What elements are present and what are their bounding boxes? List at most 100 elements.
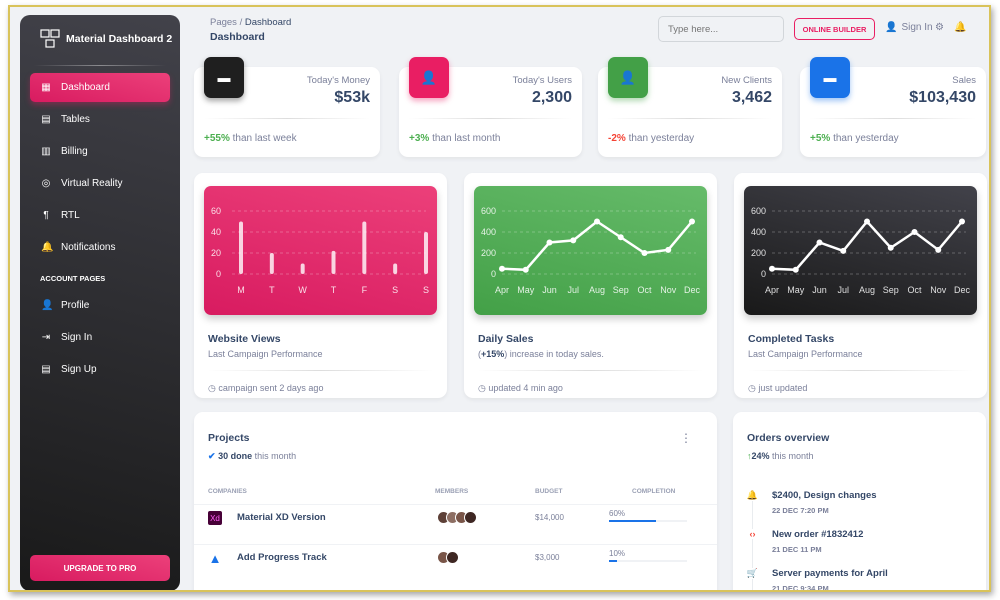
breadcrumb: Pages / Dashboard: [210, 17, 291, 28]
data-point: [959, 218, 965, 225]
x-tick-label: Aug: [859, 285, 875, 295]
breadcrumb-root[interactable]: Pages: [210, 17, 237, 28]
chart-svg: 0 200 400 600 Apr May Jun Jul Aug Sep Oct Nov Dec: [481, 206, 701, 295]
x-tick-label: F: [362, 285, 368, 295]
weekend-icon: ▬: [204, 57, 244, 98]
stat-footer: +5% than yesterday: [810, 133, 899, 144]
sidebar-item-label: RTL: [61, 210, 80, 221]
check-icon: ✔: [208, 451, 216, 461]
divider: [748, 370, 973, 371]
data-point: [522, 266, 529, 273]
sidebar-item-billing[interactable]: ▥ Billing: [30, 137, 170, 166]
settings-icon[interactable]: ⚙: [935, 22, 944, 33]
sidebar-item-sign-up[interactable]: ▤ Sign Up: [30, 355, 170, 384]
bar: [239, 221, 243, 274]
project-budget: $3,000: [535, 553, 560, 562]
clock-icon: ◷: [748, 383, 756, 393]
upgrade-button[interactable]: UPGRADE TO PRO: [30, 555, 170, 581]
stat-footer: +3% than last month: [409, 133, 500, 144]
projects-summary: ✔ 30 done this month: [208, 451, 296, 462]
divider: [204, 118, 370, 119]
sidebar-item-profile[interactable]: 👤 Profile: [30, 291, 170, 320]
timeline-line: [752, 492, 753, 590]
timeline-content: New order #1832412 21 DEC 11 PM: [772, 529, 863, 554]
data-point: [792, 266, 799, 273]
login-icon: ⇥: [41, 332, 51, 343]
sidebar-item-tables[interactable]: ▤ Tables: [30, 105, 170, 134]
online-builder-button[interactable]: ONLINE BUILDER: [794, 18, 875, 40]
sub-prefix: (: [478, 349, 481, 359]
stat-suffix: than yesterday: [625, 133, 695, 144]
row-divider: [194, 544, 717, 545]
divider: [34, 65, 166, 66]
chart-area: 0 200 400 600 Apr May Jun Jul Aug Sep Oct Nov Dec: [744, 186, 977, 315]
data-point: [887, 244, 894, 251]
completion-label: 60%: [609, 509, 626, 518]
timeline-date: 21 DEC 11 PM: [772, 545, 822, 554]
assignment-icon: ▤: [41, 364, 51, 375]
x-tick-label: T: [269, 285, 275, 295]
sidebar-item-label: Sign In: [61, 332, 93, 343]
stat-footer: +55% than last week: [204, 133, 297, 144]
stat-card: ▬ Sales $103,430 +5% than yesterday: [800, 57, 986, 157]
sub-rest: ) increase in today sales.: [504, 349, 604, 359]
sidebar-item-notifications[interactable]: 🔔 Notifications: [30, 233, 170, 262]
search-input[interactable]: [658, 16, 784, 42]
stat-change: +55%: [204, 133, 230, 144]
person-icon: 👤: [885, 22, 898, 33]
data-point: [499, 265, 505, 272]
y-tick-label: 600: [481, 206, 496, 216]
stat-suffix: than last week: [229, 133, 297, 144]
chart-title: Website Views: [208, 333, 281, 345]
notifications-bell-icon[interactable]: 🔔: [954, 22, 967, 33]
sidebar-item-label: Dashboard: [61, 82, 110, 93]
project-name[interactable]: Add Progress Track: [237, 552, 327, 563]
data-point: [570, 237, 577, 244]
x-tick-label: May: [517, 285, 535, 295]
data-point: [641, 250, 648, 256]
x-tick-label: S: [423, 285, 429, 295]
sidebar-item-rtl[interactable]: ¶ RTL: [30, 201, 170, 230]
x-tick-label: Jun: [812, 285, 827, 295]
stat-value: 3,462: [731, 89, 772, 106]
chart-area: 0 200 400 600 Apr May Jun Jul Aug Sep Oct Nov Dec: [474, 186, 707, 315]
sidebar-item-label: Sign Up: [61, 364, 97, 375]
col-companies: COMPANIES: [208, 488, 247, 495]
sign-in-link[interactable]: 👤 Sign In: [885, 22, 933, 33]
chart-subtitle: (+15%) increase in today sales.: [478, 349, 604, 359]
chart-card-0: 0 20 40 60 M T W T F S S Website Views Last Campaig…: [194, 173, 447, 398]
breadcrumb-separator: /: [239, 17, 243, 28]
more-vert-icon[interactable]: ⋮: [680, 431, 692, 445]
page-title: Dashboard: [210, 31, 265, 43]
sidebar-item-virtual-reality[interactable]: ◎ Virtual Reality: [30, 169, 170, 198]
cart-icon: 🛒: [746, 568, 759, 579]
y-tick-label: 0: [216, 269, 221, 279]
stat-label: Today's Users: [512, 75, 572, 86]
stat-value: $53k: [334, 89, 370, 106]
project-budget: $14,000: [535, 513, 564, 522]
data-point: [594, 218, 600, 225]
divider: [478, 370, 703, 371]
completion-label: 10%: [609, 549, 626, 558]
series-line: [501, 219, 693, 272]
chart-card-2: 0 200 400 600 Apr May Jun Jul Aug Sep Oct Nov Dec Co…: [734, 173, 987, 398]
sidebar-item-dashboard[interactable]: ▦ Dashboard: [30, 73, 170, 102]
sidebar-item-sign-in[interactable]: ⇥ Sign In: [30, 323, 170, 352]
member-avatar[interactable]: [464, 511, 477, 524]
stat-label: Today's Money: [306, 75, 370, 86]
project-name[interactable]: Material XD Version: [237, 512, 326, 523]
y-tick-label: 0: [761, 269, 766, 279]
brand-name: Material Dashboard 2: [66, 33, 173, 45]
dashboard-icon: ▦: [41, 82, 51, 93]
projects-card: Projects ✔ 30 done this month ⋮ COMPANIE…: [194, 412, 717, 590]
chart-svg: 0 20 40 60 M T W T F S S: [211, 206, 429, 295]
stat-suffix: than yesterday: [830, 133, 899, 144]
dashboard-window: Material Dashboard 2 ▦ Dashboard ▤ Tables ▥ B…: [8, 5, 991, 592]
timeline-title: Server payments for April: [772, 568, 888, 579]
brand[interactable]: Material Dashboard 2: [40, 29, 172, 49]
x-tick-label: M: [237, 285, 245, 295]
atlassian-logo: ▲: [208, 550, 222, 566]
member-avatar[interactable]: [446, 551, 459, 564]
orders-rest: this month: [769, 451, 814, 461]
weekend-icon: ▬: [810, 57, 850, 98]
